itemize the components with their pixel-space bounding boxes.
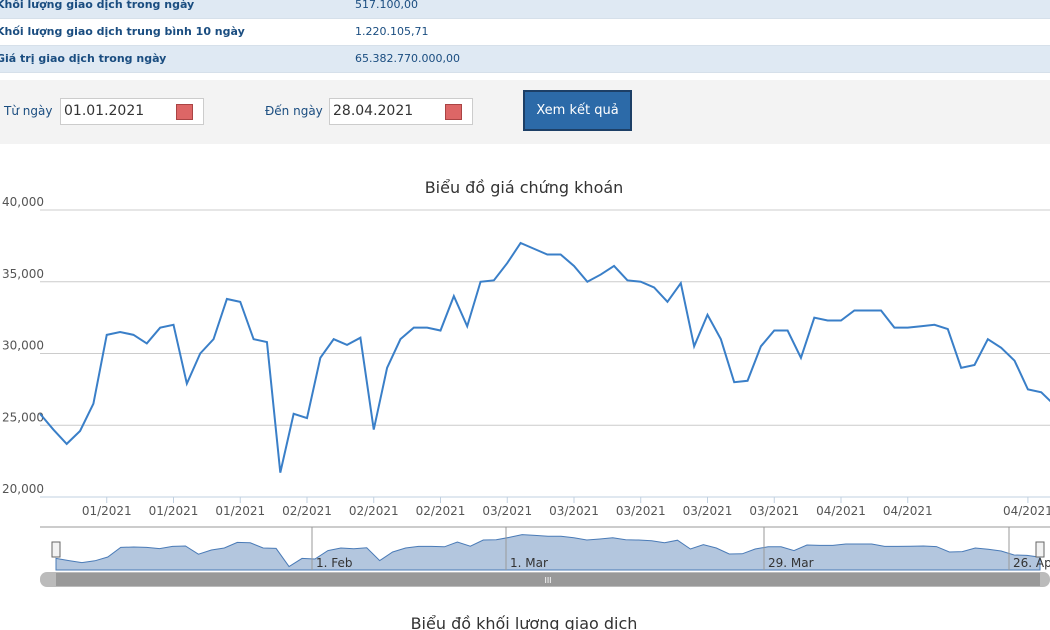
info-row: Giá trị giao dịch trong ngày 65.382.770.0… (0, 46, 1050, 73)
x-tick-label: 03/2021 (616, 504, 666, 518)
nav-handle[interactable] (51, 541, 61, 558)
x-tick-label: 03/2021 (749, 504, 799, 518)
x-tick-label: 04/2021 (816, 504, 866, 518)
nav-area (55, 534, 1041, 571)
calendar-icon[interactable] (176, 104, 193, 120)
from-label: Từ ngày (4, 104, 53, 118)
y-tick-label: 30,000 (2, 339, 44, 353)
x-tick-label: 03/2021 (683, 504, 733, 518)
y-tick-label: 40,000 (2, 195, 44, 209)
label: Khối lượng giao dịch trong ngày (0, 0, 195, 11)
submit-button[interactable]: Xem kết quả (523, 90, 632, 131)
y-tick-label: 35,000 (2, 267, 44, 281)
calendar-icon[interactable] (445, 104, 462, 120)
x-tick-label: 02/2021 (349, 504, 399, 518)
value: 517.100,00 (355, 0, 418, 11)
x-tick-label: 03/2021 (549, 504, 599, 518)
label: Giá trị giao dịch trong ngày (0, 52, 167, 65)
to-value: 28.04.2021 (333, 103, 414, 119)
from-input[interactable]: 01.01.2021 (60, 98, 204, 125)
info-row: Khối lượng giao dịch trung bình 10 ngày 1… (0, 19, 1050, 46)
nav-label: 1. Feb (316, 556, 353, 570)
to-input[interactable]: 28.04.2021 (329, 98, 473, 125)
value: 1.220.105,71 (355, 25, 429, 38)
x-tick-label: 04/2021 (1003, 504, 1050, 518)
value: 65.382.770.000,00 (355, 52, 460, 65)
filter-bar: Từ ngày 01.01.2021 Đến ngày 28.04.2021 X… (0, 80, 1050, 144)
x-tick-label: 02/2021 (416, 504, 466, 518)
price-line (39, 241, 1050, 473)
nav-handle[interactable] (1035, 541, 1045, 558)
scroll-thumb (56, 573, 1040, 586)
x-tick-label: 04/2021 (883, 504, 933, 518)
volume-title: Biểu đồ khối lượng giao dịch (411, 614, 638, 630)
info-row: Khối lượng giao dịch trong ngày 517.100,0… (0, 0, 1050, 19)
x-tick-label: 03/2021 (482, 504, 532, 518)
nav-label: 1. Mar (510, 556, 548, 570)
y-tick-label: 20,000 (2, 482, 44, 496)
chart: Biểu đồ giá chứng khoán Biểu đồ khối lượ… (2, 178, 1050, 630)
x-tick-label: 01/2021 (149, 504, 199, 518)
nav-label: 26. Ap (1013, 556, 1050, 570)
label: Khối lượng giao dịch trung bình 10 ngày (0, 25, 245, 38)
to-label: Đến ngày (265, 104, 323, 118)
scroll-grip: III (544, 576, 551, 585)
from-value: 01.01.2021 (64, 103, 145, 119)
y-tick-label: 25,000 (2, 410, 44, 424)
x-tick-label: 01/2021 (215, 504, 265, 518)
nav-label: 29. Mar (768, 556, 814, 570)
x-tick-label: 01/2021 (82, 504, 132, 518)
chart-title: Biểu đồ giá chứng khoán (425, 178, 624, 197)
x-tick-label: 02/2021 (282, 504, 332, 518)
